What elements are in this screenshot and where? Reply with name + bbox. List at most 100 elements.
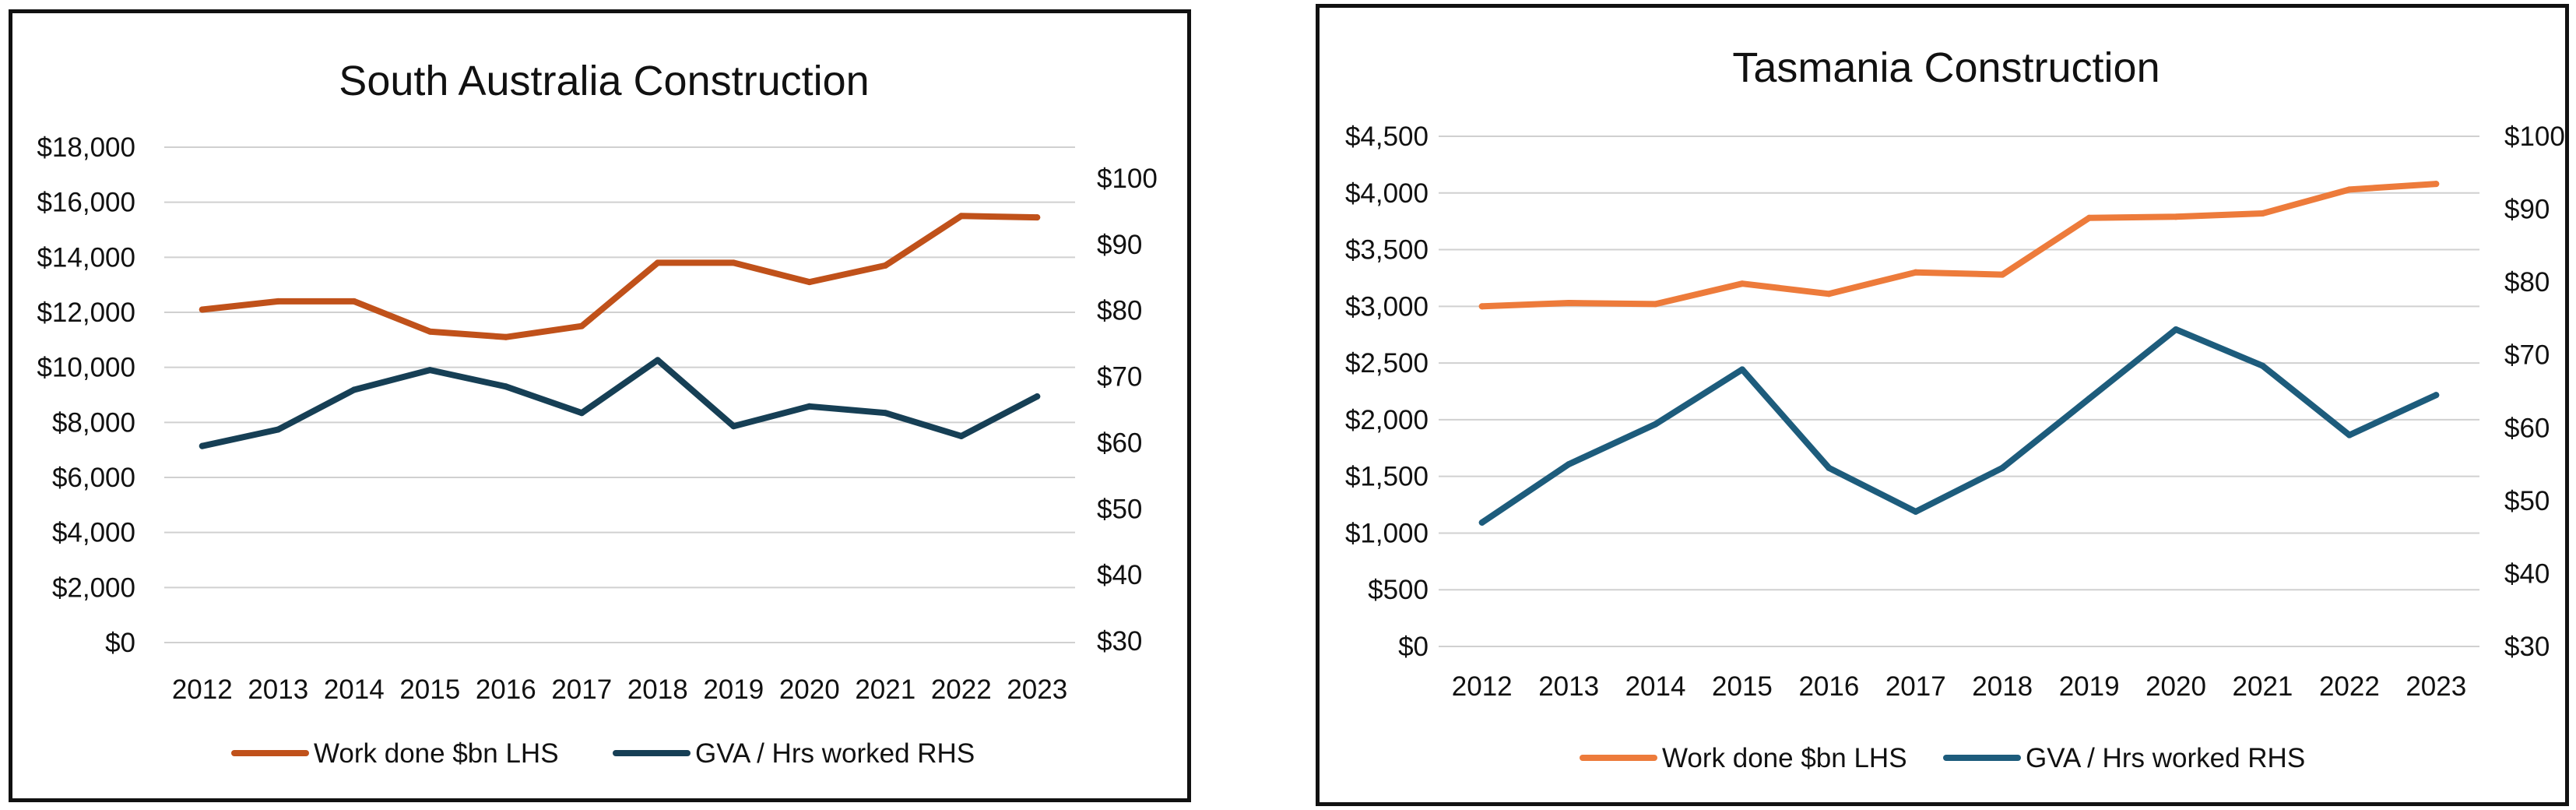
data-point [2259, 210, 2266, 217]
x-tick-label: 2015 [1712, 671, 1773, 702]
y-left-tick-label: $500 [1368, 575, 1429, 605]
data-point [806, 403, 813, 410]
legend-label: Work done $bn LHS [314, 738, 559, 769]
data-point [958, 213, 965, 220]
data-point [882, 262, 889, 269]
data-point [1034, 214, 1041, 221]
x-tick-label: 2021 [855, 674, 915, 705]
y-left-tick-label: $1,500 [1345, 462, 1429, 492]
data-point [275, 298, 282, 305]
data-point [806, 279, 813, 286]
y-left-tick-label: $2,000 [1345, 405, 1429, 435]
data-point [654, 357, 661, 364]
x-tick-label: 2013 [248, 674, 308, 705]
x-tick-label: 2022 [2319, 671, 2380, 702]
y-right-tick-label: $60 [2504, 413, 2550, 443]
x-tick-label: 2012 [1452, 671, 1513, 702]
data-point [1999, 271, 2006, 278]
y-right-tick-label: $50 [1097, 494, 1142, 524]
chart-svg-tasmania: Tasmania Construction $0 $500 $1,000 $1,500… [1345, 44, 2565, 773]
data-point [350, 386, 357, 393]
x-tick-label: 2017 [1885, 671, 1946, 702]
data-point [427, 367, 434, 374]
x-tick-label: 2014 [324, 674, 385, 705]
x-tick-label: 2023 [1007, 674, 1067, 705]
y-left-tick-label: $2,500 [1345, 348, 1429, 379]
data-point [578, 322, 585, 329]
data-point [1566, 299, 1573, 306]
data-point [730, 259, 737, 266]
legend-label: Work done $bn LHS [1662, 743, 1907, 773]
x-tick-label: 2019 [2059, 671, 2120, 702]
data-point [578, 410, 585, 417]
data-point [502, 333, 509, 340]
x-tick-label: 2023 [2406, 671, 2466, 702]
y-left-tick-label: $3,500 [1345, 235, 1429, 266]
series-line [1478, 326, 2440, 526]
data-point [1478, 519, 1485, 526]
chart-panel-tasmania: Tasmania Construction $0 $500 $1,000 $1,500… [1316, 4, 2569, 806]
x-tick-label: 2018 [1972, 671, 2033, 702]
data-point [1738, 280, 1745, 287]
data-point [199, 442, 206, 449]
data-point [1566, 461, 1573, 468]
data-point [1912, 269, 1919, 276]
data-point [958, 432, 965, 439]
y-right-tick-label: $70 [1097, 362, 1142, 393]
y-right-tick-label: $30 [2504, 632, 2550, 662]
data-point [2086, 214, 2093, 221]
data-point [2259, 362, 2266, 369]
x-tick-label: 2017 [551, 674, 612, 705]
data-point [1826, 291, 1833, 298]
data-point [2433, 181, 2440, 188]
data-point [1999, 464, 2006, 471]
series-line [199, 357, 1041, 449]
x-tick-label: 2016 [1798, 671, 1859, 702]
y-right-tick-label: $100 [2504, 122, 2565, 152]
data-point [2173, 213, 2180, 220]
x-tick-label: 2022 [931, 674, 992, 705]
data-point [1478, 303, 1485, 310]
y-left-tick-label: $1,000 [1345, 518, 1429, 548]
chart-title: South Australia Construction [339, 58, 869, 104]
chart-svg-south-australia: South Australia Construction $0 $2,000 $4,… [37, 58, 1157, 769]
data-point [1826, 464, 1833, 471]
y-left-tick-label: $6,000 [52, 463, 135, 493]
y-right-tick-label: $70 [2504, 340, 2550, 371]
y-right-tick-label: $90 [1097, 230, 1142, 260]
legend-label: GVA / Hrs worked RHS [695, 738, 975, 769]
x-tick-label: 2020 [2145, 671, 2206, 702]
x-tick-label: 2020 [779, 674, 840, 705]
data-point [882, 410, 889, 417]
y-left-tick-label: $12,000 [37, 298, 135, 328]
data-point [275, 426, 282, 433]
data-point [1034, 393, 1041, 400]
y-left-tick-label: $4,500 [1345, 122, 1429, 152]
x-tick-label: 2014 [1625, 671, 1686, 702]
data-point [350, 298, 357, 305]
y-left-tick-label: $18,000 [37, 132, 135, 163]
data-point [2086, 395, 2093, 402]
y-right-tick-label: $80 [2504, 267, 2550, 298]
data-point [2346, 431, 2353, 438]
data-point [1652, 301, 1659, 308]
y-right-tick-label: $30 [1097, 626, 1142, 657]
y-right-tick-label: $40 [1097, 560, 1142, 590]
data-point [1912, 508, 1919, 515]
y-right-tick-label: $60 [1097, 428, 1142, 458]
y-left-tick-label: $0 [1398, 632, 1429, 662]
data-point [2173, 326, 2180, 333]
data-point [1738, 366, 1745, 373]
y-left-tick-label: $2,000 [52, 572, 135, 603]
series-line [1478, 181, 2440, 310]
x-tick-label: 2013 [1538, 671, 1599, 702]
x-tick-label: 2016 [476, 674, 536, 705]
data-point [654, 259, 661, 266]
legend-label: GVA / Hrs worked RHS [2026, 743, 2305, 773]
x-tick-label: 2015 [399, 674, 460, 705]
y-left-tick-label: $3,000 [1345, 291, 1429, 322]
data-point [2433, 392, 2440, 399]
chart-panel-south-australia: South Australia Construction $0 $2,000 $4,… [9, 9, 1191, 802]
y-left-tick-label: $14,000 [37, 242, 135, 273]
data-point [2346, 186, 2353, 193]
